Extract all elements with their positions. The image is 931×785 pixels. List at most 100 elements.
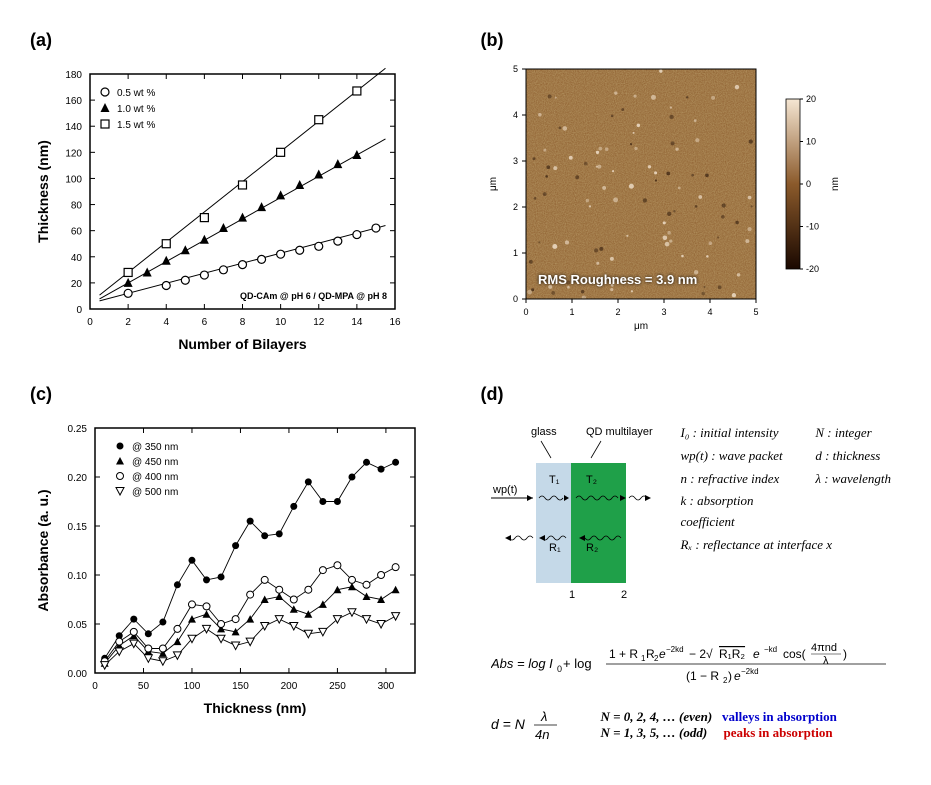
- svg-text:@ 500 nm: @ 500 nm: [132, 487, 178, 498]
- svg-text:@ 400 nm: @ 400 nm: [132, 472, 178, 483]
- svg-text:e: e: [753, 647, 760, 661]
- svg-text:80: 80: [71, 201, 83, 212]
- svg-text:120: 120: [65, 148, 82, 159]
- interface-1: 1: [569, 589, 575, 601]
- svg-text:2: 2: [125, 317, 131, 328]
- svg-text:cos(: cos(: [783, 647, 806, 661]
- even-line: N = 0, 2, 4, … (even): [601, 709, 713, 724]
- svg-text:60: 60: [71, 227, 83, 238]
- svg-text:0.20: 0.20: [68, 473, 88, 484]
- eq-d-svg: d = N λ 4n: [491, 705, 571, 745]
- svg-text:1: 1: [569, 307, 574, 317]
- svg-text:Thickness (nm): Thickness (nm): [35, 140, 51, 243]
- chart-c-svg: 0501001502002503000.000.050.100.150.200.…: [30, 413, 430, 723]
- svg-text:0: 0: [87, 317, 93, 328]
- svg-text:0: 0: [92, 681, 98, 692]
- svg-text:10: 10: [806, 137, 816, 147]
- qd-text: QD multilayer: [586, 426, 653, 438]
- svg-text:Abs = log I: Abs = log I: [491, 656, 553, 671]
- wp-label: wp(t): [492, 484, 517, 496]
- svg-text:Absorbance (a. u.): Absorbance (a. u.): [35, 489, 51, 611]
- svg-text:160: 160: [65, 96, 82, 107]
- svg-text:Thickness (nm): Thickness (nm): [204, 700, 307, 716]
- svg-text:12: 12: [313, 317, 325, 328]
- eq-bottom: d = N λ 4n N = 0, 2, 4, … (even) valleys…: [491, 705, 892, 745]
- def-k: k : absorption coefficient: [681, 491, 798, 533]
- svg-text:0.25: 0.25: [68, 424, 88, 435]
- svg-text:1.5 wt %: 1.5 wt %: [117, 120, 155, 131]
- svg-text:): ): [843, 647, 847, 661]
- schematic-defs: I₀ : initial intensity N : integer wp(t)…: [681, 423, 892, 616]
- def-n: n : refractive index: [681, 469, 798, 490]
- svg-text:100: 100: [184, 681, 201, 692]
- svg-text:@ 450 nm: @ 450 nm: [132, 457, 178, 468]
- figure-grid: (a) 024681012141602040608010012014016018…: [30, 30, 901, 755]
- panel-c: (c) 0501001502002503000.000.050.100.150.…: [30, 384, 451, 755]
- panel-a: (a) 024681012141602040608010012014016018…: [30, 30, 451, 364]
- svg-text:16: 16: [389, 317, 401, 328]
- svg-text:0: 0: [513, 294, 518, 304]
- eq-abs-svg: Abs = log I 0 + log 1 + R 1 R 2 e −2kd −…: [491, 636, 891, 691]
- svg-text:150: 150: [232, 681, 249, 692]
- svg-text:RMS Roughness = 3.9 nm: RMS Roughness = 3.9 nm: [538, 272, 697, 287]
- def-lambda: λ : wavelength: [815, 469, 891, 490]
- svg-text:300: 300: [378, 681, 395, 692]
- schematic-top: glass QD multilayer wp(t) T₁ T₂: [491, 423, 892, 616]
- svg-text:λ: λ: [823, 655, 829, 667]
- valleys-text: valleys in absorption: [722, 709, 837, 724]
- peaks-text: peaks in absorption: [723, 725, 832, 740]
- panel-a-label: (a): [30, 30, 451, 51]
- svg-text:−2kd: −2kd: [741, 667, 759, 676]
- def-I0: I₀ : initial intensity: [681, 423, 798, 444]
- svg-text:0.15: 0.15: [68, 522, 88, 533]
- svg-text:4: 4: [163, 317, 169, 328]
- svg-text:20: 20: [71, 279, 83, 290]
- svg-text:Number of Bilayers: Number of Bilayers: [178, 336, 307, 352]
- panel-d: (d) glass QD multilayer wp(t): [481, 384, 902, 755]
- panel-d-label: (d): [481, 384, 902, 405]
- svg-text:5: 5: [753, 307, 758, 317]
- schematic: glass QD multilayer wp(t) T₁ T₂: [481, 413, 902, 755]
- svg-text:4: 4: [513, 110, 518, 120]
- t2-label: T₂: [586, 474, 597, 486]
- svg-text:R₁R₂: R₁R₂: [719, 647, 745, 661]
- svg-text:1 + R: 1 + R: [609, 647, 638, 661]
- svg-text:d = N: d = N: [491, 716, 526, 732]
- afm-container: RMS Roughness = 3.9 nm001122334455μmμm-2…: [481, 59, 902, 359]
- svg-text:λ: λ: [540, 709, 547, 724]
- svg-text:− 2√: − 2√: [689, 647, 713, 661]
- svg-text:20: 20: [806, 94, 816, 104]
- def-N: N : integer: [815, 423, 891, 444]
- schematic-svg: glass QD multilayer wp(t) T₁ T₂: [491, 423, 661, 613]
- svg-text:3: 3: [661, 307, 666, 317]
- afm-svg: RMS Roughness = 3.9 nm001122334455μmμm-2…: [481, 59, 901, 359]
- svg-text:0: 0: [557, 664, 562, 674]
- svg-text:3: 3: [513, 156, 518, 166]
- svg-text:μm: μm: [634, 321, 648, 332]
- svg-text:200: 200: [281, 681, 298, 692]
- svg-text:e: e: [734, 669, 741, 683]
- svg-text:10: 10: [275, 317, 287, 328]
- svg-text:e: e: [659, 647, 666, 661]
- svg-text:180: 180: [65, 70, 82, 81]
- qd-layer: [571, 463, 626, 583]
- svg-text:4: 4: [707, 307, 712, 317]
- odd-line: N = 1, 3, 5, … (odd): [601, 725, 708, 740]
- panel-b-label: (b): [481, 30, 902, 51]
- r2-label: R₂: [586, 542, 598, 554]
- chart-c: 0501001502002503000.000.050.100.150.200.…: [30, 413, 451, 728]
- svg-text:0.05: 0.05: [68, 620, 88, 631]
- svg-text:2: 2: [615, 307, 620, 317]
- chart-a-svg: 02468101214160204060801001201401601800.5…: [30, 59, 410, 359]
- svg-text:+ log: + log: [563, 656, 592, 671]
- def-Rx: Rₓ : reflectance at interface x: [681, 535, 892, 556]
- def-wp: wp(t) : wave packet: [681, 446, 798, 467]
- svg-text:4n: 4n: [535, 727, 549, 742]
- svg-text:nm: nm: [830, 177, 841, 191]
- def-d: d : thickness: [815, 446, 891, 467]
- r1-label: R₁: [549, 542, 561, 554]
- svg-text:1.0 wt %: 1.0 wt %: [117, 104, 155, 115]
- svg-text:50: 50: [138, 681, 150, 692]
- svg-text:40: 40: [71, 253, 83, 264]
- glass-text: glass: [531, 426, 557, 438]
